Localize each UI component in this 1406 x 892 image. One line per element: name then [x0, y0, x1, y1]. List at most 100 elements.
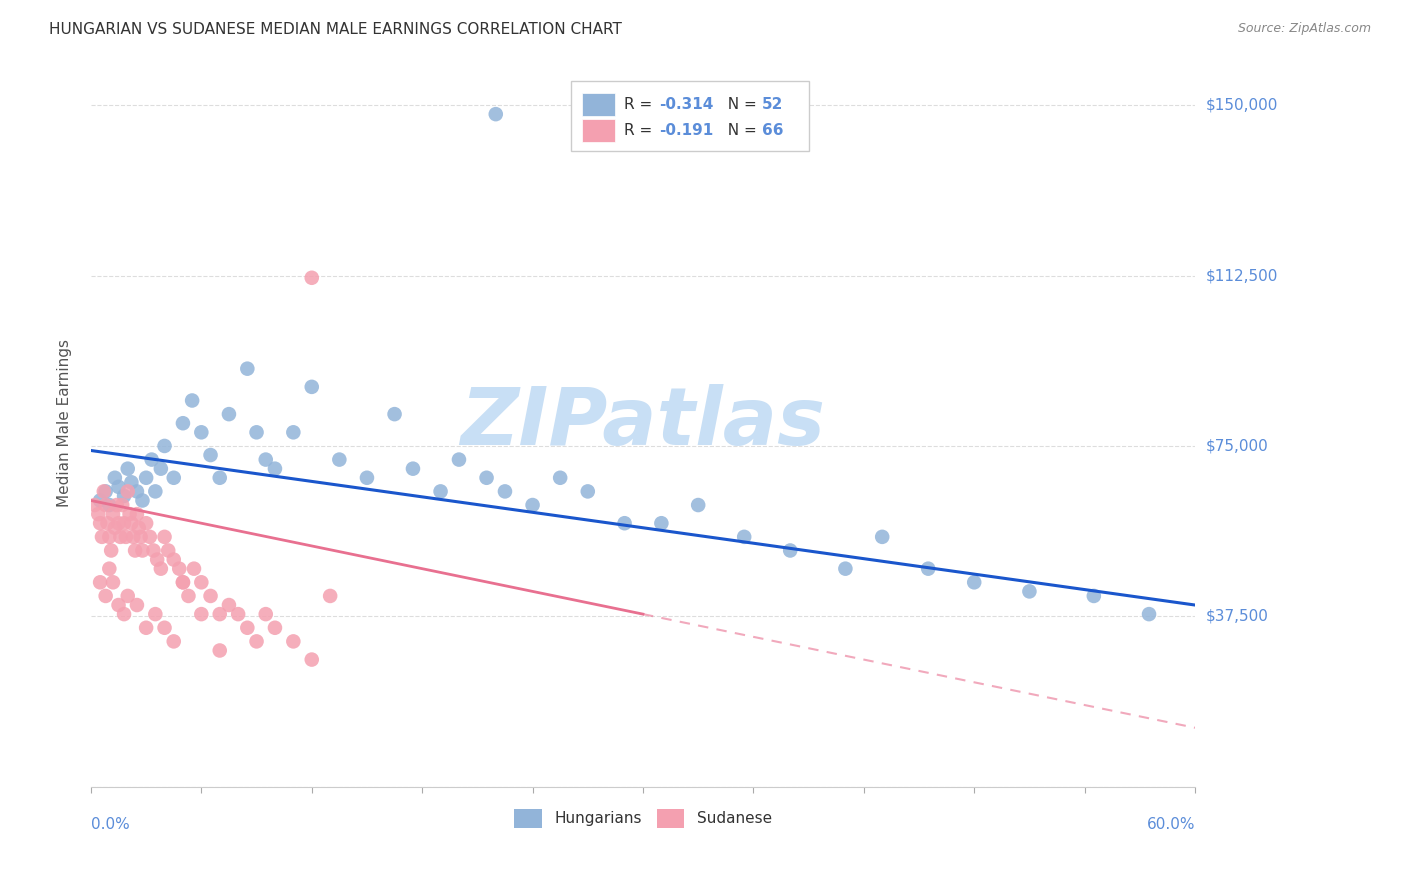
Text: N =: N =	[718, 97, 762, 112]
Point	[163, 552, 186, 566]
Point	[208, 607, 231, 621]
Point	[125, 598, 148, 612]
Point	[576, 484, 599, 499]
Point	[101, 575, 124, 590]
Point	[1137, 607, 1160, 621]
Point	[177, 589, 200, 603]
Point	[89, 516, 111, 531]
Point	[135, 471, 157, 485]
Point	[89, 493, 111, 508]
Point	[172, 575, 194, 590]
Point	[254, 452, 277, 467]
Text: -0.191: -0.191	[659, 122, 714, 137]
Point	[181, 393, 204, 408]
Point	[107, 480, 129, 494]
Point	[146, 552, 169, 566]
Point	[613, 516, 636, 531]
Text: $150,000: $150,000	[1206, 97, 1278, 112]
Point	[122, 530, 145, 544]
Point	[110, 530, 132, 544]
Point	[183, 562, 205, 576]
Point	[301, 652, 323, 666]
Point	[149, 461, 172, 475]
Point	[319, 589, 342, 603]
Point	[522, 498, 544, 512]
Point	[96, 516, 118, 531]
Point	[98, 498, 121, 512]
Point	[91, 530, 114, 544]
Point	[93, 484, 115, 499]
Text: 60.0%: 60.0%	[1146, 817, 1195, 832]
Point	[963, 575, 986, 590]
Point	[104, 471, 127, 485]
Point	[384, 407, 406, 421]
Point	[124, 543, 146, 558]
Point	[94, 498, 117, 512]
Point	[153, 530, 176, 544]
Point	[733, 530, 755, 544]
Point	[153, 621, 176, 635]
Text: Source: ZipAtlas.com: Source: ZipAtlas.com	[1237, 22, 1371, 36]
Point	[117, 461, 139, 475]
Point	[107, 516, 129, 531]
Point	[157, 543, 180, 558]
Point	[190, 575, 212, 590]
Point	[650, 516, 672, 531]
Point	[429, 484, 451, 499]
Point	[135, 621, 157, 635]
Text: HUNGARIAN VS SUDANESE MEDIAN MALE EARNINGS CORRELATION CHART: HUNGARIAN VS SUDANESE MEDIAN MALE EARNIN…	[49, 22, 621, 37]
Point	[131, 543, 153, 558]
Point	[402, 461, 425, 475]
Point	[120, 516, 142, 531]
Point	[139, 530, 162, 544]
Point	[475, 471, 498, 485]
Point	[125, 484, 148, 499]
Point	[141, 452, 163, 467]
Text: $37,500: $37,500	[1206, 609, 1270, 624]
Text: -0.314: -0.314	[659, 97, 714, 112]
Point	[328, 452, 350, 467]
Point	[131, 493, 153, 508]
Point	[200, 589, 222, 603]
Point	[112, 489, 135, 503]
Text: 66: 66	[762, 122, 783, 137]
Point	[218, 407, 240, 421]
Point	[100, 543, 122, 558]
Point	[245, 425, 267, 440]
Point	[125, 507, 148, 521]
Point	[870, 530, 893, 544]
Text: R =: R =	[624, 122, 658, 137]
Point	[104, 521, 127, 535]
Point	[688, 498, 710, 512]
Point	[264, 621, 287, 635]
Point	[917, 562, 939, 576]
Point	[301, 380, 323, 394]
Point	[107, 598, 129, 612]
Point	[236, 361, 259, 376]
Point	[153, 439, 176, 453]
Point	[149, 562, 172, 576]
Point	[83, 498, 105, 512]
Point	[167, 562, 190, 576]
Point	[779, 543, 801, 558]
Point	[94, 484, 117, 499]
Point	[118, 507, 141, 521]
Point	[264, 461, 287, 475]
Point	[111, 498, 134, 512]
Point	[94, 589, 117, 603]
FancyBboxPatch shape	[582, 93, 616, 116]
Point	[117, 589, 139, 603]
Point	[218, 598, 240, 612]
Legend: Hungarians, Sudanese: Hungarians, Sudanese	[508, 803, 778, 834]
FancyBboxPatch shape	[582, 119, 616, 142]
Y-axis label: Median Male Earnings: Median Male Earnings	[58, 339, 72, 508]
Point	[115, 530, 138, 544]
Point	[190, 425, 212, 440]
FancyBboxPatch shape	[571, 81, 808, 151]
Text: 52: 52	[762, 97, 783, 112]
Point	[301, 270, 323, 285]
Point	[283, 634, 305, 648]
Point	[135, 516, 157, 531]
Point	[356, 471, 378, 485]
Point	[447, 452, 470, 467]
